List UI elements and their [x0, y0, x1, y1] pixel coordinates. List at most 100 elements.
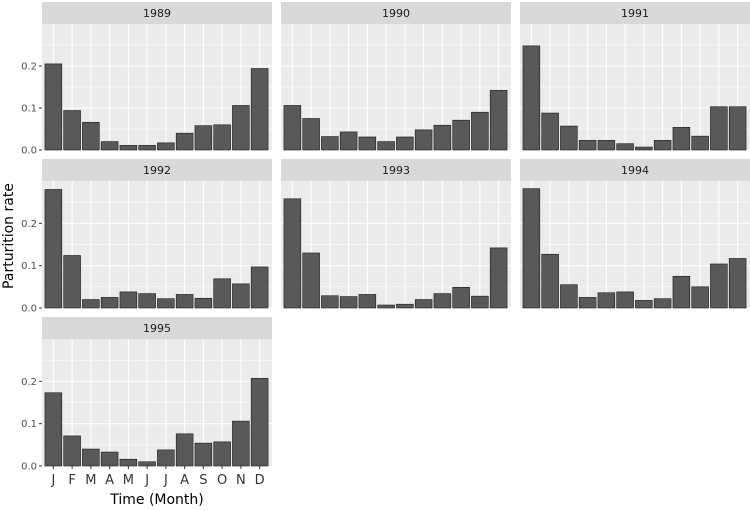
x-tick-label: J [144, 473, 149, 488]
bar-1989-S [194, 125, 213, 151]
y-tick-label: 0.2 [21, 377, 37, 388]
y-tick-label: 0.2 [21, 219, 37, 230]
x-tick-label: D [255, 473, 265, 488]
bar-1995-O [213, 441, 231, 467]
bar-1995-N [232, 420, 250, 467]
bar-1994-A [578, 297, 597, 309]
bar-1990-S [433, 124, 452, 151]
bar-1993-F [302, 252, 320, 309]
bar-1995-J [138, 461, 156, 467]
x-tick-label: A [105, 473, 114, 488]
bar-1994-M [597, 292, 616, 309]
bar-1993-A [339, 296, 358, 309]
bar-1991-M [560, 125, 578, 151]
bar-1994-A [653, 298, 672, 309]
bar-1989-M [82, 121, 100, 151]
bar-1993-M [358, 294, 377, 309]
x-tick-label: J [50, 473, 55, 488]
y-tick-label: 0.1 [21, 104, 37, 115]
facet-strip-label: 1993 [382, 164, 410, 177]
x-tick-label: J [163, 473, 168, 488]
bar-1991-J [635, 146, 653, 151]
bar-1991-O [691, 135, 709, 151]
facet-panel-1989: 1989 0.0 0.1 0.2 [21, 2, 272, 157]
bar-1990-M [358, 136, 377, 151]
bar-1989-A [175, 132, 194, 151]
bar-1991-N [710, 106, 728, 151]
bar-1991-A [578, 140, 597, 151]
bar-1993-J [283, 198, 302, 309]
bar-1990-A [414, 129, 433, 151]
facet-strip-label: 1994 [621, 164, 649, 177]
bar-1995-J [44, 392, 63, 467]
x-tick-label: S [199, 473, 207, 488]
bar-1990-M [321, 136, 339, 151]
bar-1994-J [635, 300, 653, 309]
bar-1990-J [283, 105, 302, 151]
bar-1989-J [157, 142, 175, 151]
bar-1995-S [194, 442, 213, 467]
x-tick-label: M [85, 473, 96, 488]
facet-panel-1990: 1990 [281, 2, 511, 151]
facet-strip-label: 1995 [143, 322, 171, 335]
facet-strip [42, 159, 272, 181]
y-tick-label: 0.2 [21, 62, 37, 73]
bar-1992-A [100, 297, 119, 309]
bar-1989-A [100, 141, 119, 151]
bar-1992-M [82, 299, 100, 309]
y-axis-title: Parturition rate [1, 183, 17, 289]
bar-1991-F [541, 112, 559, 151]
bar-1989-N [232, 105, 250, 151]
x-tick-label: F [68, 473, 75, 488]
bar-1993-N [471, 295, 489, 309]
bar-1994-D [728, 258, 747, 309]
bar-1989-O [213, 124, 231, 151]
bar-1991-S [672, 127, 691, 151]
bar-1992-D [250, 266, 269, 309]
y-tick-label: 0.0 [21, 462, 37, 473]
bar-1992-J [157, 298, 175, 309]
x-tick-label: O [217, 473, 227, 488]
bar-1990-F [302, 118, 320, 151]
bar-1994-N [710, 263, 728, 309]
bar-1994-J [616, 291, 634, 309]
bar-1992-N [232, 283, 250, 309]
bar-1993-D [489, 247, 508, 309]
bar-1991-J [522, 45, 541, 151]
bar-1990-N [471, 111, 489, 151]
facet-panel-1991: 1991 [520, 2, 750, 151]
bar-1995-F [63, 435, 81, 467]
x-tick-label: A [180, 473, 189, 488]
facet-panel-1993: 1993 [281, 159, 511, 309]
bar-1991-A [653, 140, 672, 151]
bar-1995-A [100, 451, 119, 467]
x-tick-label: M [123, 473, 134, 488]
facet-strip [520, 2, 750, 24]
bar-1995-A [175, 433, 194, 467]
bar-1993-J [396, 303, 414, 309]
bar-1989-D [250, 68, 269, 151]
facet-panels: 1989 0.0 0.1 0.2 1990 1991 1992 0.0 0.1 0.2 1993 19… [21, 2, 750, 473]
x-tick-label: N [236, 473, 246, 488]
bar-1994-M [560, 284, 578, 309]
bar-1990-O [452, 119, 470, 151]
bar-1992-F [63, 255, 81, 309]
y-tick-label: 0.0 [21, 304, 37, 315]
y-tick-label: 0.1 [21, 419, 37, 430]
bar-1993-A [414, 299, 433, 309]
facet-strip [281, 159, 511, 181]
bar-1995-M [82, 448, 100, 467]
facet-strip-label: 1990 [382, 7, 410, 20]
bar-1994-F [541, 253, 559, 309]
bar-1989-J [138, 145, 156, 151]
bar-1992-S [194, 297, 213, 309]
facet-strip [42, 2, 272, 24]
bar-1993-J [377, 304, 395, 309]
bar-1989-J [44, 63, 63, 151]
bar-1992-J [44, 189, 63, 309]
facet-strip [281, 2, 511, 24]
bar-1991-D [728, 106, 747, 151]
bar-1993-S [433, 293, 452, 309]
